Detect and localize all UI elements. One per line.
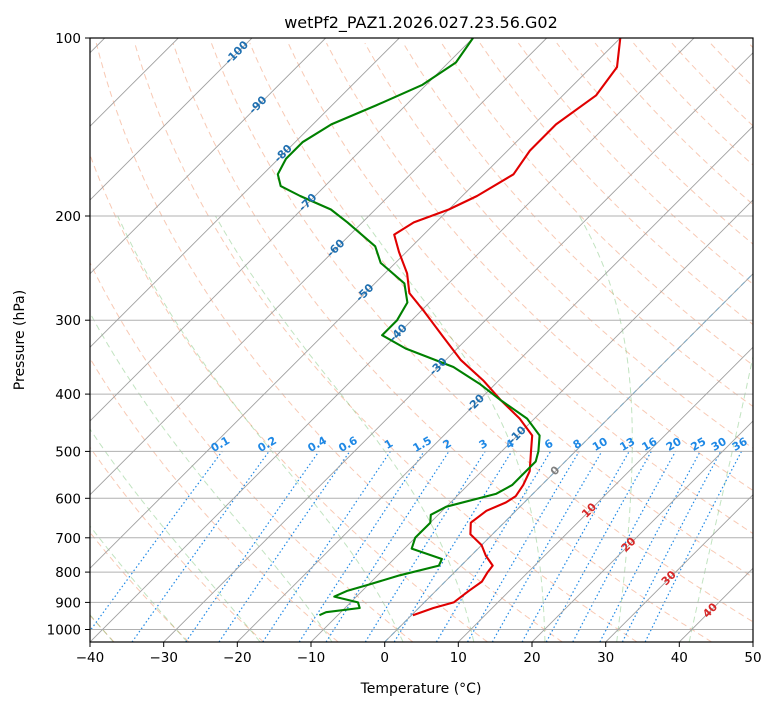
y-tick-label: 600: [55, 491, 81, 507]
y-tick-label: 300: [55, 313, 81, 329]
x-tick-label: 50: [744, 650, 761, 666]
isotherm-line: [90, 38, 621, 569]
isotherm-line: [90, 38, 327, 275]
mixing-ratio-line: [298, 451, 425, 642]
x-tick-label: −20: [223, 650, 252, 666]
mixing-ratio-line: [90, 451, 223, 632]
y-tick-label: 500: [55, 444, 81, 460]
dry-adiabat-line: [172, 42, 712, 642]
x-tick-label: 10: [450, 650, 467, 666]
moist-adiabat-line: [578, 215, 633, 642]
isotherm-line: [531, 420, 753, 642]
isobar-gridlines: [90, 38, 753, 630]
x-axis-label: Temperature (°C): [360, 681, 482, 697]
isotherm-line: [457, 346, 753, 642]
isotherm-line: [90, 38, 400, 348]
mixing-ratio-line: [393, 451, 513, 642]
y-axis-label: Pressure (hPa): [12, 290, 28, 390]
dewpoint-profile-line: [276, 38, 541, 617]
y-tick-label: 900: [55, 595, 81, 611]
x-axis-ticks: −40 −30 −20 −10 0 10 20 30 40 50: [76, 642, 762, 666]
isotherm-line: [605, 494, 753, 642]
dry-adiabat-line: [95, 42, 563, 642]
moist-adiabat-line: [360, 215, 546, 642]
y-tick-label: 100: [55, 31, 81, 47]
moist-adiabat-line: [214, 215, 475, 642]
y-axis-ticks: 100 200 300 400 500 600 700 800 900 1000: [47, 31, 90, 639]
y-tick-label: 700: [55, 531, 81, 547]
mixing-ratio-line: [262, 451, 391, 642]
moist-adiabat-line: [90, 311, 333, 642]
isotherm-line: [90, 38, 253, 201]
x-tick-label: −10: [297, 650, 326, 666]
dry-adiabat-line: [90, 446, 264, 642]
dry-adiabat-line: [326, 42, 753, 492]
mixing-ratio-line: [185, 451, 320, 642]
x-tick-label: 0: [380, 650, 389, 666]
isotherm-line: [90, 38, 474, 422]
isotherm-gridlines: [90, 38, 753, 642]
mixing-ratio-line: [572, 451, 677, 642]
freezing-isotherm-line: [384, 272, 753, 642]
x-tick-label: 20: [523, 650, 540, 666]
dry-adiabat-line: [364, 42, 753, 449]
moist-adiabats: [90, 215, 753, 642]
plot-frame: [89, 37, 754, 643]
dry-adiabat-line: [249, 42, 753, 578]
y-tick-label: 200: [55, 209, 81, 225]
isotherm-line: [163, 52, 753, 642]
temperature-profile-line: [393, 38, 622, 617]
y-tick-label: 800: [55, 565, 81, 581]
mixing-ratio-line: [545, 451, 652, 642]
x-tick-label: −30: [149, 650, 178, 666]
x-tick-label: 30: [597, 650, 614, 666]
isotherm-line: [310, 199, 753, 642]
mixing-ratio-lines: [90, 451, 743, 642]
moist-adiabat-line: [117, 215, 404, 642]
moist-adiabat-line: [90, 428, 261, 642]
chart-title: wetPf2_PAZ1.2026.027.23.56.G02: [284, 13, 558, 33]
mixing-ratio-line: [521, 451, 630, 642]
y-tick-label: 1000: [47, 623, 81, 639]
profile-lines: [276, 38, 622, 617]
dry-adiabat-line: [210, 42, 753, 623]
y-tick-label: 400: [55, 387, 81, 403]
isotherm-line: [236, 125, 753, 642]
mixing-ratio-line: [325, 451, 450, 642]
dry-adiabat-line: [134, 42, 638, 642]
x-tick-label: −40: [76, 650, 105, 666]
isotherm-line: [90, 38, 548, 496]
dry-adiabat-line: [90, 153, 488, 642]
dry-adiabat-line: [402, 42, 753, 408]
dry-adiabat-line: [90, 357, 339, 642]
x-tick-label: 40: [671, 650, 688, 666]
mixing-ratio-line: [218, 451, 351, 642]
mixing-ratio-line: [644, 451, 743, 642]
